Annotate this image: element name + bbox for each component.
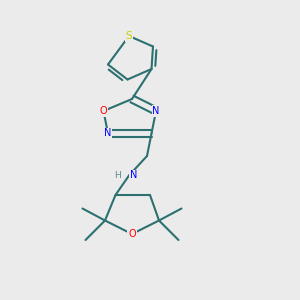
Text: N: N	[152, 106, 160, 116]
Text: S: S	[126, 31, 132, 41]
Text: O: O	[128, 229, 136, 239]
Text: N: N	[130, 170, 137, 181]
Text: O: O	[100, 106, 107, 116]
Text: N: N	[104, 128, 112, 139]
Text: H: H	[114, 171, 121, 180]
